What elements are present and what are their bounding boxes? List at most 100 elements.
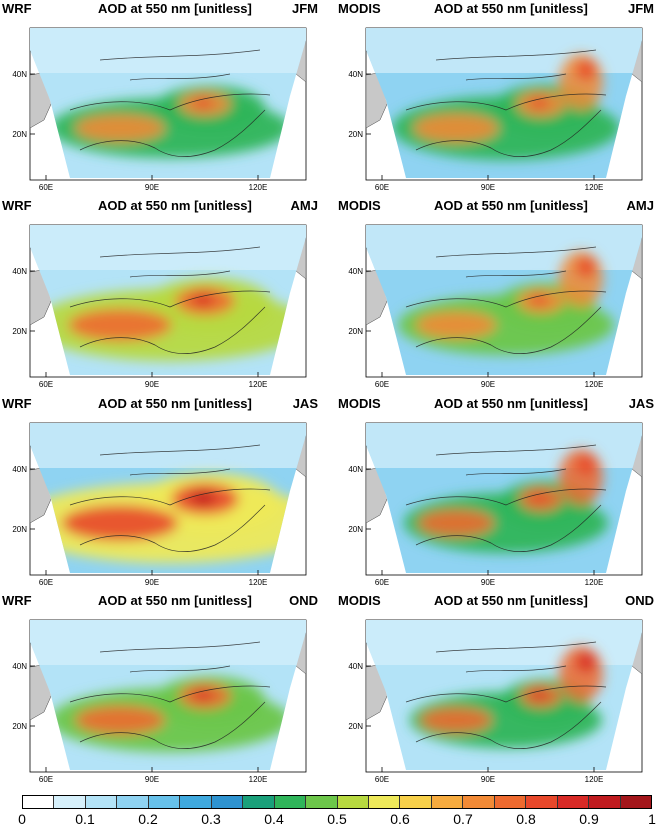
colorbar-segment (85, 796, 118, 808)
colorbar-segment (243, 796, 275, 808)
panel-header: MODIS AOD at 550 nm [unitless] OND (336, 592, 656, 610)
colorbar-tick-label: 0.2 (138, 811, 158, 827)
aod-map: 40N 20N 60E 90E 120E (348, 422, 643, 587)
colorbar-tick-label: 1 (648, 811, 656, 827)
colorbar-labels: 0 0.1 0.2 0.3 0.4 0.5 0.6 0.7 0.8 0.9 1 (18, 811, 656, 827)
lon-tick-label: 90E (145, 380, 159, 389)
lon-tick-label: 120E (249, 183, 268, 192)
lat-tick-label: 20N (12, 722, 27, 731)
model-label: WRF (2, 593, 32, 608)
model-label: WRF (2, 1, 32, 16)
lon-tick-label: 120E (249, 380, 268, 389)
model-label: MODIS (338, 1, 381, 16)
colorbar-segment (23, 796, 55, 808)
map-panel: 40N 20N 60E 90E 120E MODIS AOD at 550 nm [unit… (336, 197, 656, 389)
lon-tick-label: 90E (145, 775, 159, 784)
lon-tick-label: 90E (481, 775, 495, 784)
lon-tick-label: 120E (249, 578, 268, 587)
colorbar-segment (337, 796, 369, 808)
season-label: AMJ (290, 198, 318, 213)
panel-header: WRF AOD at 550 nm [unitless] AMJ (0, 197, 320, 215)
season-label: JFM (292, 1, 318, 16)
colorbar-tick-label: 0.6 (390, 811, 410, 827)
map-panel: 40N 20N 60E 90E 120E MODIS AOD at 550 nm [unit… (336, 395, 656, 587)
panel-title: AOD at 550 nm [unitless] (434, 198, 588, 213)
lon-tick-label: 60E (39, 380, 53, 389)
colorbar-segment (54, 796, 86, 808)
panel-header: WRF AOD at 550 nm [unitless] JAS (0, 395, 320, 413)
panel-title: AOD at 550 nm [unitless] (98, 396, 252, 411)
panel-title: AOD at 550 nm [unitless] (434, 593, 588, 608)
colorbar-segment (589, 796, 621, 808)
map-panel: 40N 20N 60E 90E 120E WRF AOD at 550 nm [unitle… (0, 0, 320, 192)
lon-tick-label: 60E (375, 380, 389, 389)
colorbar-segment (117, 796, 149, 808)
lon-tick-label: 90E (481, 578, 495, 587)
colorbar-segment (620, 796, 652, 808)
colorbar-tick-label: 0.1 (75, 811, 95, 827)
lat-tick-label: 40N (12, 465, 27, 474)
lon-tick-label: 60E (39, 578, 53, 587)
lat-tick-label: 40N (348, 662, 363, 671)
panel-header: WRF AOD at 550 nm [unitless] JFM (0, 0, 320, 18)
panel-title: AOD at 550 nm [unitless] (434, 396, 588, 411)
colorbar-segment (148, 796, 181, 808)
lat-tick-label: 20N (12, 525, 27, 534)
lon-tick-label: 60E (39, 775, 53, 784)
aod-map: 40N 20N 60E 90E 120E (348, 619, 643, 784)
aod-map: 40N 20N 60E 90E 120E (348, 27, 643, 192)
colorbar-segment (274, 796, 307, 808)
colorbar-tick-label: 0.9 (579, 811, 599, 827)
lat-tick-label: 20N (348, 130, 363, 139)
model-label: WRF (2, 396, 32, 411)
lon-tick-label: 120E (585, 775, 604, 784)
colorbar-segment (463, 796, 495, 808)
aod-map: 40N 20N 60E 90E 120E (12, 224, 307, 389)
colorbar-segment (557, 796, 590, 808)
colorbar-segment (211, 796, 244, 808)
lat-tick-label: 40N (12, 662, 27, 671)
lon-tick-label: 120E (585, 183, 604, 192)
model-label: WRF (2, 198, 32, 213)
lon-tick-label: 60E (39, 183, 53, 192)
aod-map: 40N 20N 60E 90E 120E (12, 422, 307, 587)
model-label: MODIS (338, 593, 381, 608)
season-label: JAS (292, 396, 318, 411)
lon-tick-label: 60E (375, 183, 389, 192)
lon-tick-label: 120E (585, 380, 604, 389)
lat-tick-label: 40N (12, 267, 27, 276)
lat-tick-label: 20N (348, 722, 363, 731)
lon-tick-label: 90E (481, 183, 495, 192)
season-label: JFM (628, 1, 654, 16)
panel-title: AOD at 550 nm [unitless] (98, 593, 252, 608)
colorbar-segment (431, 796, 464, 808)
colorbar-segment (306, 796, 338, 808)
panel-header: WRF AOD at 550 nm [unitless] OND (0, 592, 320, 610)
lon-tick-label: 90E (481, 380, 495, 389)
colorbar-tick-label: 0.5 (327, 811, 347, 827)
colorbar-segment (368, 796, 401, 808)
colorbar-segment (494, 796, 527, 808)
colorbar-segment (400, 796, 432, 808)
colorbar-segment (180, 796, 212, 808)
aod-map: 40N 20N 60E 90E 120E (12, 27, 307, 192)
model-label: MODIS (338, 396, 381, 411)
panel-header: MODIS AOD at 550 nm [unitless] AMJ (336, 197, 656, 215)
season-label: OND (625, 593, 654, 608)
lat-tick-label: 40N (12, 70, 27, 79)
lon-tick-label: 120E (585, 578, 604, 587)
lon-tick-label: 90E (145, 183, 159, 192)
colorbar-segment (526, 796, 558, 808)
lat-tick-label: 40N (348, 267, 363, 276)
lon-tick-label: 60E (375, 578, 389, 587)
panel-header: MODIS AOD at 550 nm [unitless] JAS (336, 395, 656, 413)
season-label: AMJ (626, 198, 654, 213)
map-panel: 40N 20N 60E 90E 120E MODIS AOD at 550 nm [unit… (336, 0, 656, 192)
panel-title: AOD at 550 nm [unitless] (98, 198, 252, 213)
colorbar (22, 795, 652, 809)
lat-tick-label: 20N (348, 327, 363, 336)
lat-tick-label: 40N (348, 465, 363, 474)
lon-tick-label: 120E (249, 775, 268, 784)
lat-tick-label: 20N (12, 130, 27, 139)
lat-tick-label: 20N (348, 525, 363, 534)
